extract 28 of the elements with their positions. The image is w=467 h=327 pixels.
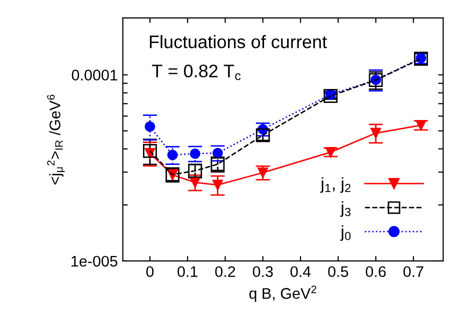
annotation: Fluctuations of current (150, 34, 327, 48)
point (325, 146, 336, 158)
x-tick-label: 0.3 (252, 266, 273, 278)
x-axis-title: q B, GeV$^{2}$ (249, 286, 316, 302)
x-tick-label: 0.5 (328, 266, 348, 278)
point (144, 121, 156, 132)
x-tick-label: 0 (146, 266, 154, 278)
point (370, 128, 382, 138)
x-tick-label: 0.2 (215, 266, 236, 278)
legend-label: j$_{3}$ (340, 201, 351, 217)
point (190, 177, 200, 188)
x-tick-label: 0.1 (178, 266, 198, 278)
point (212, 180, 223, 190)
x-tick-label: 0.7 (403, 266, 424, 278)
point (167, 150, 178, 160)
point (190, 148, 200, 159)
y-tick-label: 1e-005 (72, 256, 118, 267)
annotation: T = 0.82 T$_{c}$ (152, 64, 241, 80)
x-tick-label: 0.4 (290, 266, 311, 278)
point (416, 120, 426, 130)
point (142, 144, 157, 158)
point (324, 89, 338, 103)
point (212, 148, 223, 158)
y-axis-title: <j$_{μ}$$^{2}$>$_{IR}$ /GeV$^{6}$ (47, 94, 65, 184)
legend-label: j$_{1}$, j$_{2}$ (320, 177, 350, 193)
x-tick-label: 0.6 (366, 266, 386, 278)
legend-label: j$_{0}$ (340, 225, 351, 241)
y-tick-label: 0.0001 (72, 70, 118, 81)
